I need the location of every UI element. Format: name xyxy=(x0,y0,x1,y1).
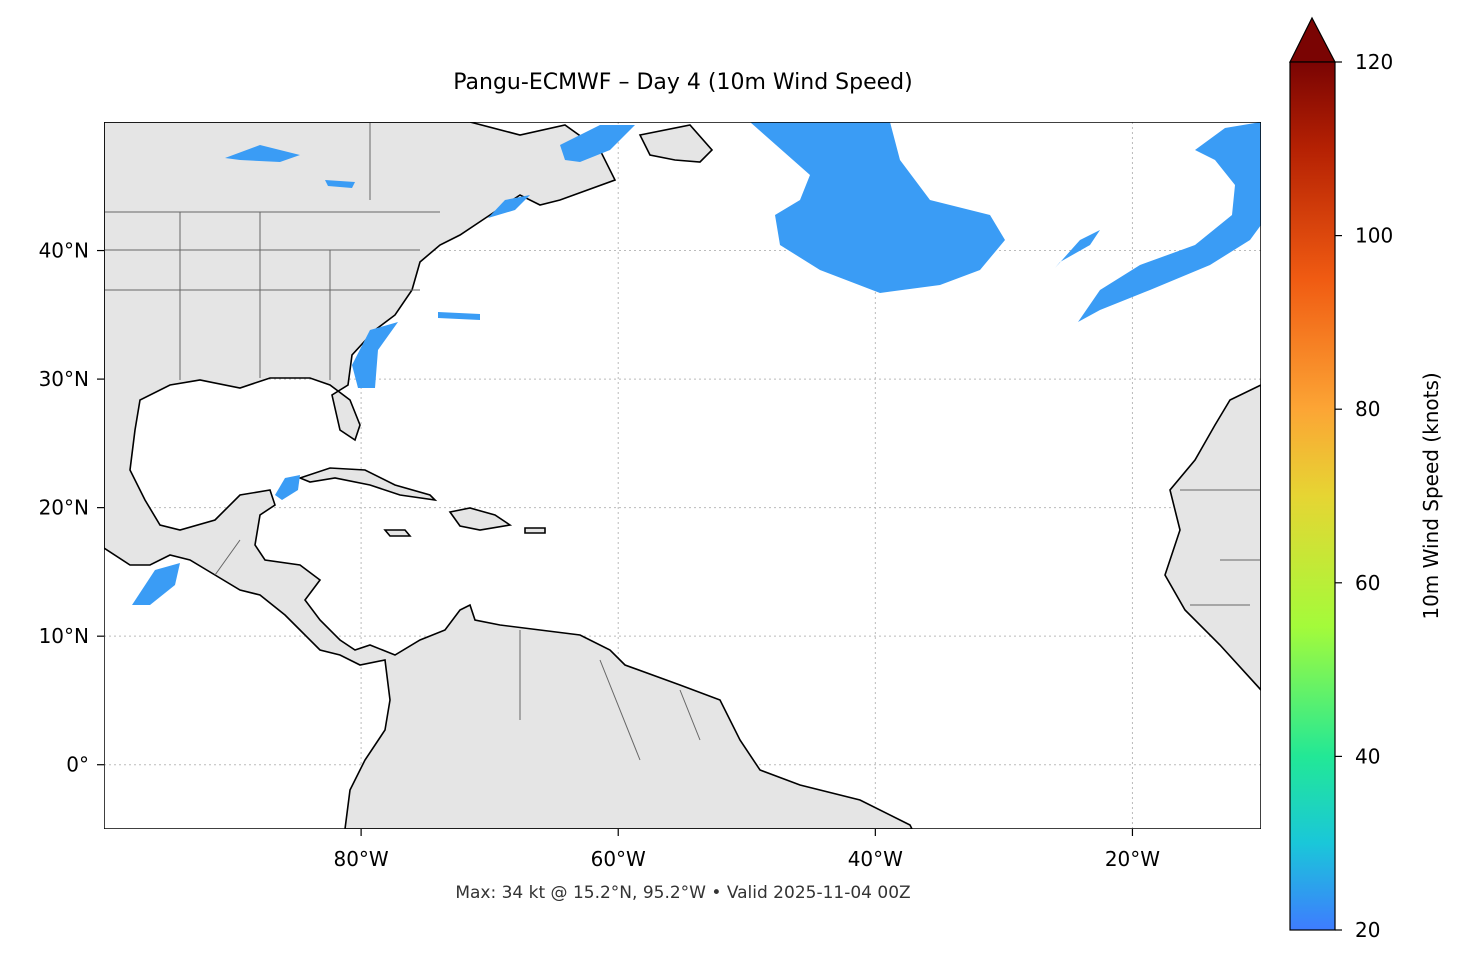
y-tick-label: 20°N xyxy=(39,496,89,520)
colorbar-axis: 20 40 60 80 100 120 xyxy=(1335,50,1393,942)
newfoundland xyxy=(638,124,714,163)
cuba xyxy=(297,467,438,502)
jamaica xyxy=(383,529,412,537)
americas xyxy=(104,122,913,829)
puerto-rico xyxy=(524,527,546,534)
wind-area xyxy=(1078,122,1261,322)
map xyxy=(104,122,1261,829)
y-tick-label: 0° xyxy=(66,753,89,777)
colorbar-tick-label: 20 xyxy=(1355,918,1380,942)
colorbar-tick-label: 100 xyxy=(1355,224,1393,248)
colorbar-extend xyxy=(1289,16,1336,63)
y-tick-label: 10°N xyxy=(39,624,89,648)
colorbar-label: 10m Wind Speed (knots) xyxy=(1419,372,1443,619)
wind-area xyxy=(275,475,300,500)
x-tick-label: 80°W xyxy=(333,847,388,871)
y-tick-label: 30°N xyxy=(39,367,89,391)
footer: Max: 34 kt @ 15.2°N, 95.2°W • Valid 2025… xyxy=(455,883,910,903)
wind-area xyxy=(132,563,180,605)
colorbar xyxy=(1289,61,1336,931)
wind-area xyxy=(560,125,635,162)
borders xyxy=(104,122,1261,761)
colorbar-tick-label: 60 xyxy=(1355,571,1380,595)
x-tick-label: 20°W xyxy=(1105,847,1160,871)
africa xyxy=(1164,384,1261,692)
wind-area xyxy=(488,195,530,218)
title: Pangu-ECMWF – Day 4 (10m Wind Speed) xyxy=(453,70,912,95)
y-tick-label: 40°N xyxy=(39,239,89,263)
x-tick-label: 40°W xyxy=(848,847,903,871)
colorbar-tick-label: 120 xyxy=(1355,50,1393,74)
hispaniola xyxy=(448,507,513,531)
wind-area xyxy=(352,322,398,388)
colorbar-tick-label: 40 xyxy=(1355,744,1380,768)
wind-area xyxy=(750,122,1005,293)
axes: 80°W 60°W 40°W 20°W 0° 10°N 20°N 30°N 40°N xyxy=(39,239,1161,871)
colorbar-tick-label: 80 xyxy=(1355,397,1380,421)
wind-area xyxy=(225,145,300,162)
x-tick-label: 60°W xyxy=(591,847,646,871)
